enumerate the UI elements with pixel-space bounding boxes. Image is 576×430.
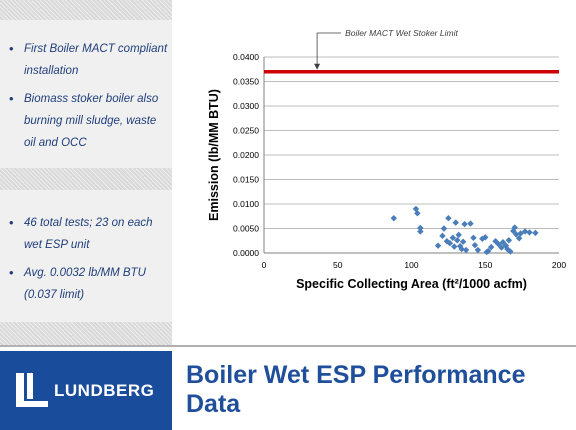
data-point: [471, 241, 479, 249]
data-point: [532, 229, 539, 237]
bullet-text: Biomass stoker boiler also burning mill …: [24, 93, 159, 149]
y-tick-label: 0.0300: [233, 101, 259, 111]
x-tick-label: 150: [478, 260, 492, 270]
bullet-icon: •: [9, 215, 14, 230]
data-point: [454, 237, 461, 244]
x-tick-label: 50: [333, 260, 343, 270]
bullet-item: • 46 total tests; 23 on each wet ESP unit: [6, 212, 171, 256]
scatter-chart: 0.0000 0.0050 0.0100 0.0150 0.0200 0.0250 0.03…: [172, 0, 576, 345]
bullet-text: Avg. 0.0032 lb/MM BTU (0.037 limit): [24, 267, 146, 301]
bullet-icon: •: [9, 91, 14, 106]
data-point: [449, 234, 456, 242]
data-point: [459, 238, 467, 245]
y-tick-label: 0.0000: [233, 248, 259, 258]
y-tick-label: 0.0400: [233, 52, 259, 62]
x-tick-label: 100: [404, 260, 418, 270]
footer-rule: [0, 345, 576, 347]
data-point: [446, 240, 454, 247]
data-point: [511, 224, 518, 231]
y-tick-label: 0.0200: [233, 150, 259, 160]
data-point: [451, 243, 458, 250]
chart-svg: 0.0000 0.0050 0.0100 0.0150 0.0200 0.0250 0.03…: [207, 28, 566, 291]
y-tick-label: 0.0100: [233, 199, 259, 209]
x-tick-label: 200: [552, 260, 566, 270]
data-point: [467, 220, 474, 227]
company-logo: LUNDBERG: [0, 351, 172, 430]
bullet-list-installation: • First Boiler MACT compliant installatio…: [6, 38, 171, 160]
data-point: [440, 225, 448, 232]
data-point: [445, 215, 452, 222]
data-point: [462, 246, 470, 254]
hatch-band-bottom: [0, 322, 172, 345]
hatch-band-top: [0, 0, 172, 20]
data-point: [390, 215, 397, 222]
data-point: [470, 234, 477, 242]
bullet-item: • First Boiler MACT compliant installatio…: [6, 38, 171, 82]
x-axis-title: Specific Collecting Area (ft²/1000 acfm): [296, 277, 527, 291]
y-tick-label: 0.0250: [233, 126, 259, 136]
bullet-text: 46 total tests; 23 on each wet ESP unit: [24, 217, 153, 251]
data-point: [439, 232, 446, 240]
data-point: [461, 220, 468, 228]
data-point: [455, 231, 462, 239]
data-point: [417, 224, 424, 232]
bullet-icon: •: [9, 265, 14, 280]
hatch-band-middle: [0, 168, 172, 190]
data-point: [521, 228, 529, 235]
limit-callout-arrowhead: [314, 63, 321, 70]
lundberg-logo-icon: [16, 373, 48, 407]
bullet-text: First Boiler MACT compliant installation: [24, 43, 168, 77]
data-point: [482, 234, 489, 241]
data-point: [434, 242, 442, 249]
data-point: [526, 229, 533, 236]
data-point: [485, 247, 492, 255]
slide-title: Boiler Wet ESP Performance Data: [186, 361, 526, 418]
data-point: [417, 228, 424, 235]
bullet-item: • Avg. 0.0032 lb/MM BTU (0.037 limit): [6, 262, 171, 306]
limit-line-label: Boiler MACT Wet Stoker Limit: [345, 28, 458, 38]
logo-text: LUNDBERG: [54, 381, 155, 400]
left-panel: • First Boiler MACT compliant installatio…: [0, 0, 173, 345]
footer-bar: LUNDBERG Boiler Wet ESP Performance Data: [0, 345, 576, 430]
data-point: [507, 248, 514, 255]
x-tick-label: 0: [262, 260, 267, 270]
data-point: [487, 243, 495, 251]
y-axis-title: Emission (lb/MM BTU): [207, 89, 221, 221]
bullet-item: • Biomass stoker boiler also burning mill…: [6, 88, 171, 154]
data-point: [414, 210, 421, 217]
bullet-icon: •: [9, 41, 14, 56]
data-point: [458, 245, 465, 253]
y-tick-label: 0.0350: [233, 77, 259, 87]
y-tick-label: 0.0150: [233, 175, 259, 185]
bullet-list-results: • 46 total tests; 23 on each wet ESP unit…: [6, 212, 171, 312]
data-point: [513, 231, 520, 238]
y-tick-label: 0.0050: [233, 224, 259, 234]
data-point: [452, 219, 459, 226]
data-point: [474, 246, 482, 254]
limit-callout-line: [316, 32, 342, 69]
data-point: [505, 237, 513, 244]
